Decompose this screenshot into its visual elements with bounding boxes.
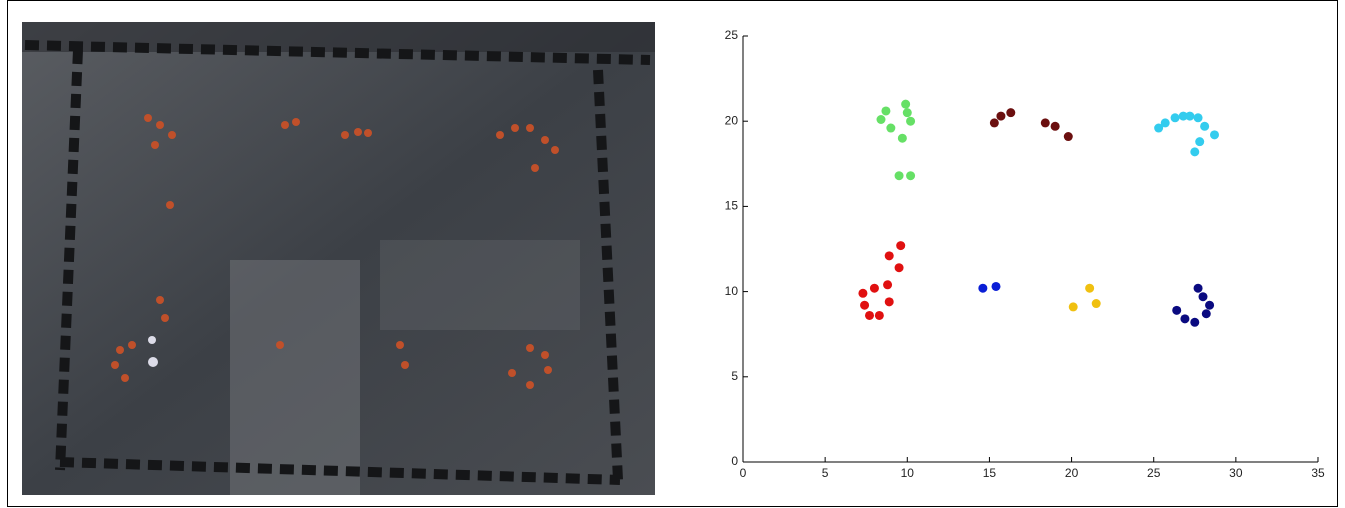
point bbox=[858, 288, 868, 298]
point bbox=[1040, 118, 1050, 128]
y-tick-label: 5 bbox=[731, 369, 738, 383]
point bbox=[906, 171, 916, 181]
point bbox=[1160, 118, 1170, 128]
x-tick-label: 15 bbox=[983, 466, 997, 480]
point bbox=[896, 241, 906, 251]
point bbox=[1063, 132, 1073, 142]
point bbox=[906, 116, 916, 126]
point bbox=[1178, 111, 1188, 121]
point bbox=[894, 263, 904, 273]
y-tick-label: 10 bbox=[725, 284, 739, 298]
y-tick-label: 0 bbox=[731, 454, 738, 468]
point bbox=[1172, 305, 1182, 315]
point bbox=[1068, 302, 1078, 312]
point bbox=[901, 99, 911, 109]
x-tick-label: 0 bbox=[740, 466, 747, 480]
point bbox=[1200, 121, 1210, 131]
point bbox=[869, 283, 879, 293]
y-tick-label: 15 bbox=[725, 199, 739, 213]
point bbox=[1154, 123, 1164, 133]
x-tick-label: 35 bbox=[1311, 466, 1325, 480]
y-tick-label: 25 bbox=[725, 28, 739, 42]
point bbox=[1185, 111, 1195, 121]
point bbox=[1006, 108, 1016, 118]
point bbox=[996, 111, 1006, 121]
aerial-photo bbox=[22, 22, 655, 495]
point bbox=[876, 114, 886, 124]
point bbox=[1091, 299, 1101, 309]
point bbox=[883, 280, 893, 290]
point bbox=[874, 310, 884, 320]
point bbox=[1190, 147, 1200, 157]
point bbox=[989, 118, 999, 128]
point bbox=[902, 108, 912, 118]
point bbox=[894, 171, 904, 181]
y-tick-label: 20 bbox=[725, 113, 739, 127]
point bbox=[1195, 137, 1205, 147]
x-tick-label: 10 bbox=[901, 466, 915, 480]
point bbox=[881, 106, 891, 116]
x-tick-label: 30 bbox=[1229, 466, 1243, 480]
point bbox=[1050, 121, 1060, 131]
point bbox=[1198, 292, 1208, 302]
point bbox=[884, 297, 894, 307]
point bbox=[1210, 130, 1219, 140]
point bbox=[978, 283, 988, 293]
point bbox=[1180, 314, 1190, 324]
point bbox=[1193, 113, 1203, 123]
x-tick-label: 25 bbox=[1147, 466, 1161, 480]
point bbox=[1205, 300, 1215, 310]
point bbox=[1170, 113, 1180, 123]
point bbox=[1193, 283, 1203, 293]
point bbox=[884, 251, 894, 261]
point bbox=[1085, 283, 1095, 293]
x-tick-label: 20 bbox=[1065, 466, 1079, 480]
point bbox=[1190, 317, 1200, 327]
x-tick-label: 5 bbox=[822, 466, 829, 480]
point bbox=[860, 300, 870, 310]
point bbox=[865, 310, 874, 320]
point bbox=[1201, 309, 1211, 319]
point bbox=[886, 123, 896, 133]
point bbox=[897, 133, 907, 143]
point bbox=[991, 281, 1001, 291]
figure-border bbox=[7, 0, 1338, 507]
